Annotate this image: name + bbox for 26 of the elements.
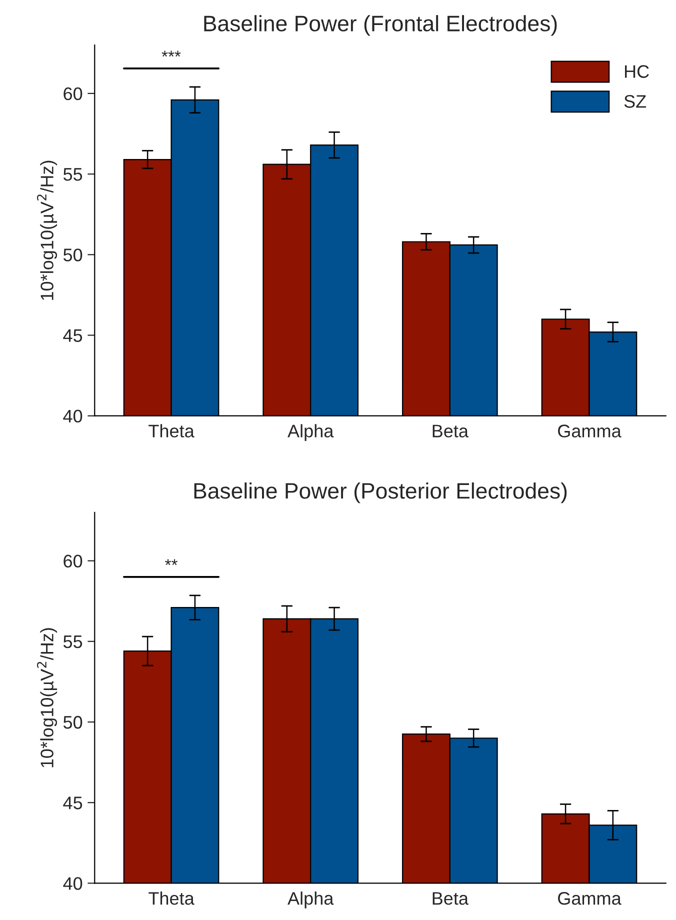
x-tick-label: Gamma (558, 424, 622, 438)
x-tick-label: Gamma (558, 892, 622, 905)
x-tick-label: Alpha (288, 424, 334, 442)
y-axis-title: 10*log10(µV$^{2}$/Hz) (36, 628, 58, 768)
y-tick-label: 60 (64, 554, 82, 568)
annotation: *** (162, 50, 181, 57)
x-tick-label: Beta (432, 892, 468, 905)
legend-label: SZ (624, 95, 646, 108)
y-tick-label: 45 (63, 329, 82, 342)
x-tick-label: Theta (148, 424, 194, 438)
y-tick-label: 60 (64, 87, 82, 100)
y-tick-label: 55 (63, 636, 82, 648)
x-tick-label: Alpha (288, 892, 334, 908)
y-axis-title: 10*log10(µV$^{2}$/Hz) (36, 160, 58, 300)
y-tick-label: 50 (63, 248, 82, 262)
y-tick-label: 50 (63, 716, 82, 729)
y-tick-label: 40 (63, 877, 82, 890)
annotation: ** (165, 559, 178, 566)
x-tick-label: Theta (148, 892, 194, 905)
legend-label: HC (625, 65, 649, 78)
chart-title: Baseline Power (Posterior Electrodes) (194, 482, 567, 504)
y-tick-label: 55 (63, 168, 82, 181)
chart-title: Baseline Power (Frontal Electrodes) (204, 15, 557, 36)
y-tick-label: 40 (63, 410, 82, 423)
x-tick-label: Beta (432, 424, 468, 438)
y-tick-label: 45 (63, 796, 82, 810)
